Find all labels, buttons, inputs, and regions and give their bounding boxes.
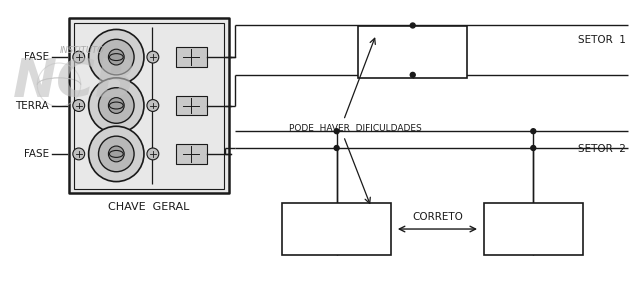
Circle shape bbox=[88, 78, 144, 133]
Text: TERRA: TERRA bbox=[15, 101, 49, 110]
Circle shape bbox=[99, 39, 134, 75]
Circle shape bbox=[73, 99, 84, 111]
Text: PODE  HAVER  DIFICULDADES: PODE HAVER DIFICULDADES bbox=[289, 124, 422, 133]
Circle shape bbox=[531, 146, 536, 150]
Circle shape bbox=[108, 98, 124, 113]
Circle shape bbox=[73, 148, 84, 160]
Bar bbox=[175, 96, 207, 115]
Text: SETOR  1: SETOR 1 bbox=[579, 35, 626, 45]
Text: FASE: FASE bbox=[24, 149, 49, 159]
Bar bbox=[282, 203, 391, 255]
Circle shape bbox=[147, 148, 159, 160]
Bar bbox=[175, 47, 207, 67]
Bar bbox=[69, 17, 229, 194]
Text: TRANSMISSOR: TRANSMISSOR bbox=[299, 224, 374, 234]
Circle shape bbox=[88, 126, 144, 182]
Bar bbox=[358, 26, 467, 78]
Circle shape bbox=[147, 51, 159, 63]
Circle shape bbox=[410, 23, 415, 28]
Text: FASE: FASE bbox=[24, 52, 49, 62]
Circle shape bbox=[73, 51, 84, 63]
Circle shape bbox=[334, 146, 339, 150]
Bar bbox=[484, 203, 582, 255]
Bar bbox=[175, 144, 207, 164]
Circle shape bbox=[88, 29, 144, 85]
Bar bbox=[74, 22, 224, 189]
Circle shape bbox=[108, 49, 124, 65]
Circle shape bbox=[147, 99, 159, 111]
Text: CORRETO: CORRETO bbox=[412, 212, 463, 222]
Circle shape bbox=[410, 73, 415, 77]
Text: NCB: NCB bbox=[13, 56, 136, 108]
Text: CHAVE  GERAL: CHAVE GERAL bbox=[108, 202, 189, 212]
Circle shape bbox=[531, 129, 536, 134]
Text: INSTITUTO: INSTITUTO bbox=[60, 46, 104, 55]
Circle shape bbox=[99, 88, 134, 123]
Text: SETOR  2: SETOR 2 bbox=[579, 144, 626, 155]
Text: RECEPTOR: RECEPTOR bbox=[383, 47, 442, 57]
Text: RECEPTOR: RECEPTOR bbox=[504, 224, 563, 234]
Circle shape bbox=[108, 146, 124, 162]
Circle shape bbox=[334, 129, 339, 134]
Circle shape bbox=[99, 136, 134, 172]
